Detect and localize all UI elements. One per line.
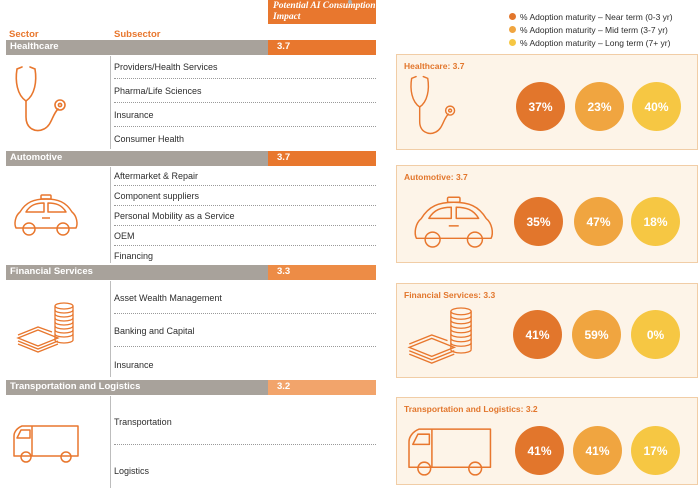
card-transportation: Transportation and Logistics: 3.2 41% 41… [396, 397, 698, 485]
sector-column-header: Sector [9, 29, 39, 40]
long-term-circle: 0% [631, 310, 680, 359]
card-title: Automotive: 3.7 [404, 172, 468, 182]
sector-score: 3.2 [277, 381, 291, 392]
subsector-item: Pharma/Life Sciences [114, 86, 202, 96]
mid-term-circle: 23% [575, 82, 624, 131]
subsector-item: Aftermarket & Repair [114, 171, 199, 181]
divider [110, 56, 111, 149]
money-stack-icon [407, 307, 472, 364]
car-icon [414, 196, 493, 248]
long-term-circle: 40% [632, 82, 681, 131]
mid-term-circle: 41% [573, 426, 622, 475]
van-icon [408, 428, 492, 476]
sector-bar-financial-services: Financial Services 3.3 [6, 265, 376, 280]
van-icon [13, 425, 79, 463]
subsector-item: Insurance [114, 360, 154, 370]
money-stack-icon [16, 302, 74, 353]
legend-dot [509, 13, 516, 20]
card-title: Transportation and Logistics: 3.2 [404, 404, 538, 414]
card-automotive: Automotive: 3.7 35% 47% 18% [396, 165, 698, 263]
subsector-item: Logistics [114, 466, 150, 476]
card-title: Financial Services: 3.3 [404, 290, 496, 300]
impact-column-header: Potential AI Consumption Impact [268, 0, 376, 24]
sector-bar-transportation: Transportation and Logistics 3.2 [6, 380, 376, 395]
car-icon [14, 194, 78, 236]
subsector-item: Transportation [114, 417, 172, 427]
near-term-circle: 35% [514, 197, 563, 246]
sector-name: Automotive [10, 152, 63, 163]
near-term-circle: 41% [513, 310, 562, 359]
card-healthcare: Healthcare: 3.7 37% 23% 40% [396, 54, 698, 150]
subsector-item: Personal Mobility as a Service [114, 211, 235, 221]
sector-bar-automotive: Automotive 3.7 [6, 151, 376, 166]
sector-bar-healthcare: Healthcare 3.7 [6, 40, 376, 55]
long-term-circle: 18% [631, 197, 680, 246]
subsector-item: Consumer Health [114, 134, 185, 144]
legend-item-near-term: % Adoption maturity – Near term (0-3 yr) [509, 12, 673, 22]
legend-dot [509, 39, 516, 46]
card-financial-services: Financial Services: 3.3 41% 59% 0% [396, 283, 698, 378]
sector-score: 3.7 [277, 41, 291, 52]
sector-score: 3.3 [277, 266, 291, 277]
near-term-circle: 41% [515, 426, 564, 475]
impact-column-title: Potential AI Consumption Impact [273, 1, 376, 22]
divider [110, 396, 111, 488]
sector-name: Financial Services [10, 266, 93, 277]
sector-score: 3.7 [277, 152, 291, 163]
subsector-column-header: Subsector [114, 29, 161, 40]
near-term-circle: 37% [516, 82, 565, 131]
stethoscope-icon [410, 75, 456, 135]
mid-term-circle: 59% [572, 310, 621, 359]
sector-name: Transportation and Logistics [10, 381, 141, 392]
subsector-item: Banking and Capital [114, 326, 195, 336]
legend-item-mid-term: % Adoption maturity – Mid term (3-7 yr) [509, 25, 668, 35]
subsector-item: Asset Wealth Management [114, 293, 222, 303]
divider [110, 167, 111, 263]
subsector-item: Financing [114, 251, 154, 261]
sector-name: Healthcare [10, 41, 59, 52]
mid-term-circle: 47% [574, 197, 623, 246]
legend-dot [509, 26, 516, 33]
divider [110, 281, 111, 377]
subsector-item: Component suppliers [114, 191, 200, 201]
subsector-item: OEM [114, 231, 135, 241]
long-term-circle: 17% [631, 426, 680, 475]
legend-item-long-term: % Adoption maturity – Long term (7+ yr) [509, 38, 670, 48]
stethoscope-icon [15, 66, 66, 132]
subsector-item: Insurance [114, 110, 154, 120]
card-title: Healthcare: 3.7 [404, 61, 465, 71]
subsector-item: Providers/Health Services [114, 62, 218, 72]
decorative-dot [348, 0, 352, 4]
